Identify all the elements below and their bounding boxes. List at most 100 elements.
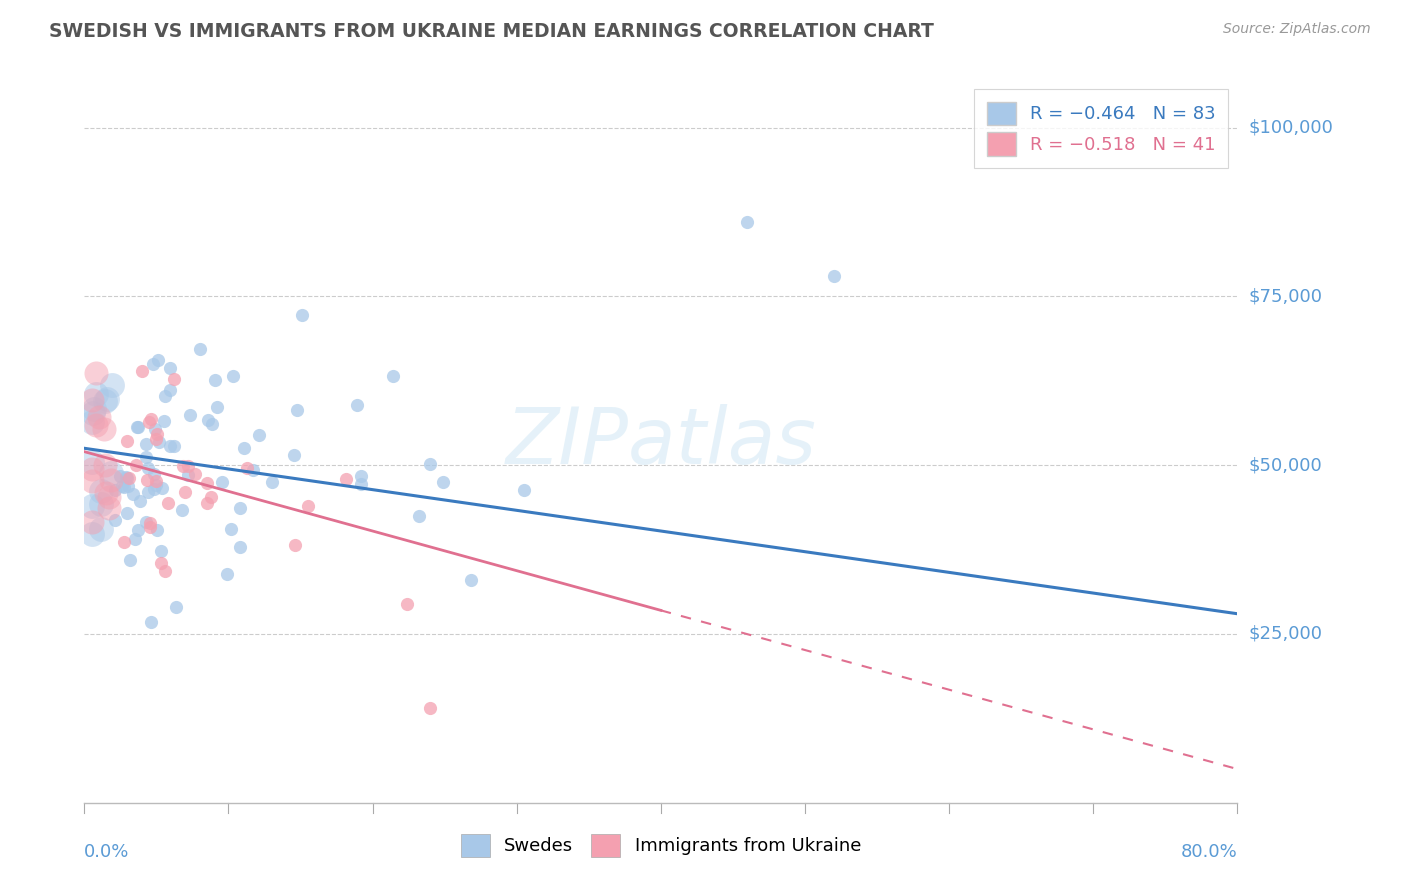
Point [114, 470, 136, 484]
Point [284, 538, 307, 552]
Text: ZIPatlas: ZIPatlas [505, 403, 817, 480]
Legend: Swedes, Immigrants from Ukraine: Swedes, Immigrants from Ukraine [451, 825, 870, 866]
Point [283, 448, 305, 462]
Point [103, 513, 125, 527]
Point [460, 573, 482, 587]
Point [80, 515, 103, 529]
Point [145, 432, 167, 446]
Point [176, 458, 198, 473]
Point [90, 523, 112, 537]
Point [139, 412, 162, 426]
Point [233, 442, 256, 456]
Point [172, 458, 194, 473]
Point [138, 516, 160, 531]
Point [150, 556, 173, 570]
Text: $25,000: $25,000 [1249, 625, 1323, 643]
Point [143, 422, 166, 436]
Point [112, 480, 135, 494]
Point [110, 469, 132, 483]
Point [94, 485, 117, 500]
Point [346, 398, 368, 412]
Point [80, 392, 103, 407]
Point [84, 417, 107, 432]
Point [136, 473, 159, 487]
Point [142, 357, 165, 371]
Point [115, 506, 138, 520]
Point [112, 535, 135, 549]
Point [229, 541, 252, 555]
Point [159, 360, 181, 375]
Point [84, 386, 107, 401]
Point [104, 483, 127, 497]
Point [139, 615, 162, 629]
Point [148, 435, 170, 450]
Point [146, 524, 169, 538]
Point [135, 450, 157, 464]
Point [211, 475, 233, 490]
Point [83, 401, 105, 416]
Point [262, 475, 284, 490]
Point [93, 422, 115, 436]
Point [184, 467, 207, 481]
Point [125, 458, 148, 472]
Point [94, 394, 117, 409]
Text: SWEDISH VS IMMIGRANTS FROM UKRAINE MEDIAN EARNINGS CORRELATION CHART: SWEDISH VS IMMIGRANTS FROM UKRAINE MEDIA… [49, 22, 934, 41]
Point [197, 413, 219, 427]
Point [350, 468, 373, 483]
Point [165, 599, 187, 614]
Point [215, 566, 238, 581]
Point [221, 369, 243, 384]
Point [128, 494, 150, 508]
Point [419, 457, 441, 471]
Point [163, 372, 186, 386]
Point [146, 427, 169, 442]
Point [381, 369, 404, 384]
Point [145, 478, 167, 492]
Point [80, 526, 103, 541]
Point [82, 406, 104, 420]
Point [115, 434, 138, 448]
Point [110, 479, 132, 493]
Point [153, 389, 176, 403]
Text: $75,000: $75,000 [1249, 287, 1323, 305]
Point [100, 467, 122, 481]
Point [291, 308, 314, 322]
Point [395, 597, 418, 611]
Point [162, 439, 184, 453]
Point [146, 352, 169, 367]
Text: 0.0%: 0.0% [84, 843, 129, 861]
Point [122, 486, 145, 500]
Point [159, 384, 181, 398]
Point [177, 468, 200, 483]
Point [153, 414, 176, 428]
Point [153, 564, 176, 578]
Point [150, 544, 173, 558]
Point [156, 495, 179, 509]
Point [159, 439, 181, 453]
Text: $50,000: $50,000 [1249, 456, 1322, 475]
Point [201, 417, 224, 432]
Point [236, 461, 259, 475]
Point [197, 495, 219, 509]
Point [118, 471, 141, 485]
Point [142, 467, 165, 482]
Point [135, 437, 157, 451]
Point [138, 461, 160, 475]
Point [131, 364, 153, 378]
Point [125, 419, 148, 434]
Point [737, 215, 759, 229]
Point [205, 400, 228, 414]
Text: Source: ZipAtlas.com: Source: ZipAtlas.com [1223, 22, 1371, 37]
Point [297, 500, 319, 514]
Point [96, 392, 118, 406]
Point [118, 552, 141, 566]
Point [190, 342, 212, 356]
Point [242, 463, 264, 477]
Point [136, 484, 159, 499]
Point [200, 490, 222, 504]
Text: $100,000: $100,000 [1249, 119, 1333, 136]
Point [285, 402, 308, 417]
Point [124, 532, 146, 546]
Point [90, 484, 112, 499]
Point [115, 471, 138, 485]
